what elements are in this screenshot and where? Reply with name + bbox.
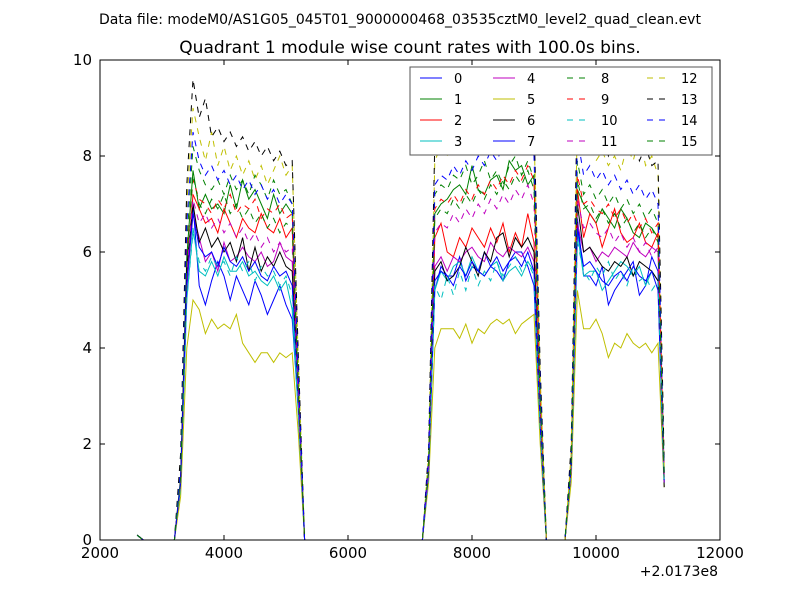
legend-label-10: 10 (601, 114, 618, 129)
series-line-0 (136, 203, 665, 541)
series-line-9 (136, 164, 665, 541)
legend-label-12: 12 (681, 72, 698, 87)
plot-frame (99, 59, 721, 541)
y-tick-label: 6 (82, 243, 92, 261)
figure-suptitle: Data file: modeM0/AS1G05_045T01_90000004… (99, 12, 701, 28)
chart-title: Quadrant 1 module wise count rates with … (179, 38, 640, 58)
x-tick-label: 10000 (572, 544, 620, 562)
series-line-14 (136, 131, 665, 541)
legend-label-11: 11 (601, 135, 618, 150)
series-line-8 (136, 146, 665, 541)
x-tick-label: 4000 (205, 544, 243, 562)
x-axis-offset-label: +2.0173e8 (640, 564, 718, 580)
series-line-7 (136, 213, 665, 541)
series-line-12 (136, 103, 665, 541)
legend-label-15: 15 (681, 135, 698, 150)
x-tick-label: 8000 (453, 544, 491, 562)
y-tick-label: 0 (82, 531, 92, 549)
legend-label-2: 2 (454, 114, 462, 129)
y-tick-label: 4 (82, 339, 92, 357)
legend-label-8: 8 (601, 72, 609, 87)
series-line-3 (136, 227, 665, 541)
x-tick-label: 12000 (696, 544, 744, 562)
legend-label-3: 3 (454, 135, 462, 150)
legend-frame (409, 66, 713, 156)
legend-label-13: 13 (681, 93, 698, 108)
x-tick-label: 6000 (329, 544, 367, 562)
series-line-1 (136, 159, 665, 541)
y-tick-label: 10 (73, 51, 92, 69)
series-line-6 (136, 203, 665, 541)
series-layer (136, 79, 665, 541)
y-tick-label: 2 (82, 435, 92, 453)
series-line-15 (136, 168, 665, 541)
series-line-11 (136, 183, 665, 541)
legend-label-6: 6 (527, 114, 535, 129)
series-line-5 (136, 290, 665, 541)
series-line-10 (136, 232, 665, 541)
legend-label-7: 7 (527, 135, 535, 150)
legend-label-0: 0 (454, 72, 462, 87)
x-tick-label: 2000 (81, 544, 119, 562)
series-line-2 (136, 189, 665, 541)
legend-label-5: 5 (527, 93, 535, 108)
legend-label-1: 1 (454, 93, 462, 108)
y-tick-label: 8 (82, 147, 92, 165)
legend-label-9: 9 (601, 93, 609, 108)
legend-label-4: 4 (527, 72, 535, 87)
series-line-13 (136, 79, 665, 541)
legend-label-14: 14 (681, 114, 698, 129)
